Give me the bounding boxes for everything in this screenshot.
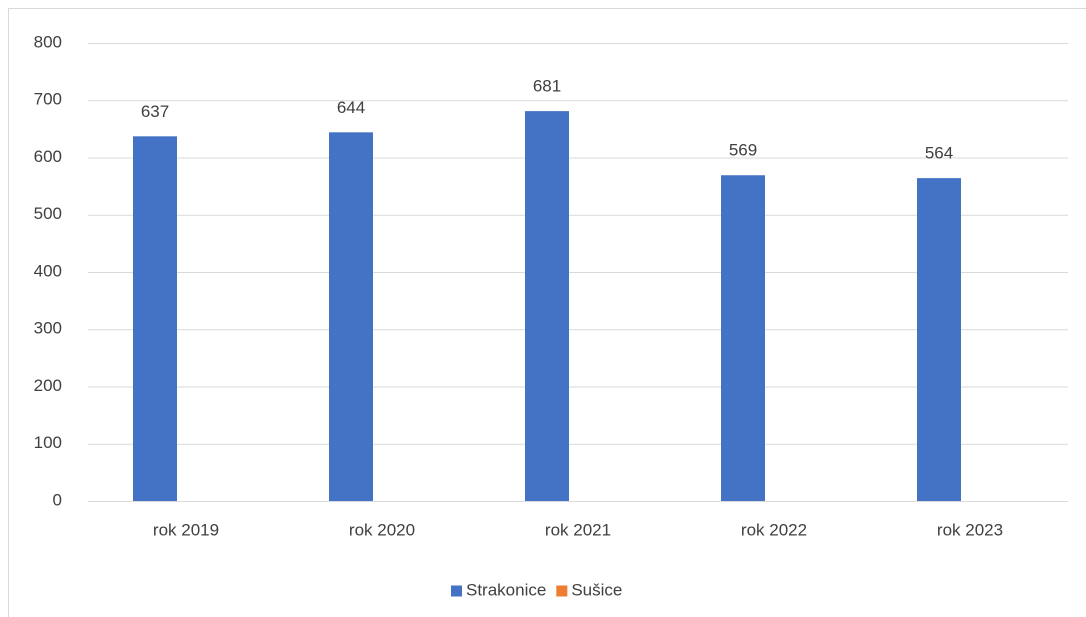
x-tick-label: rok 2023: [937, 520, 1003, 539]
x-tick-label: rok 2019: [153, 520, 219, 539]
legend-swatch: [556, 585, 568, 597]
y-tick-label: 100: [34, 433, 62, 452]
legend-swatch: [451, 585, 462, 597]
x-tick-label: rok 2020: [349, 520, 415, 539]
bar: [525, 111, 569, 501]
bar: [917, 178, 961, 502]
legend-label: Strakonice: [466, 580, 546, 599]
y-tick-label: 600: [34, 147, 62, 166]
y-tick-label: 400: [34, 261, 62, 280]
y-tick-label: 200: [34, 376, 62, 395]
y-tick-label: 0: [53, 490, 62, 509]
bar: [721, 175, 765, 501]
bar: [133, 136, 177, 501]
y-tick-label: 700: [34, 90, 62, 109]
x-tick-label: rok 2021: [545, 520, 611, 539]
data-label: 564: [925, 144, 953, 163]
data-label: 644: [337, 98, 365, 117]
data-label: 637: [141, 102, 169, 121]
bar: [329, 132, 373, 501]
x-tick-label: rok 2022: [741, 520, 807, 539]
y-tick-label: 300: [34, 319, 62, 338]
y-tick-label: 500: [34, 204, 62, 223]
y-tick-label: 800: [34, 32, 62, 51]
legend-label: Sušice: [571, 580, 622, 599]
data-label: 681: [533, 77, 561, 96]
data-label: 569: [729, 141, 757, 160]
